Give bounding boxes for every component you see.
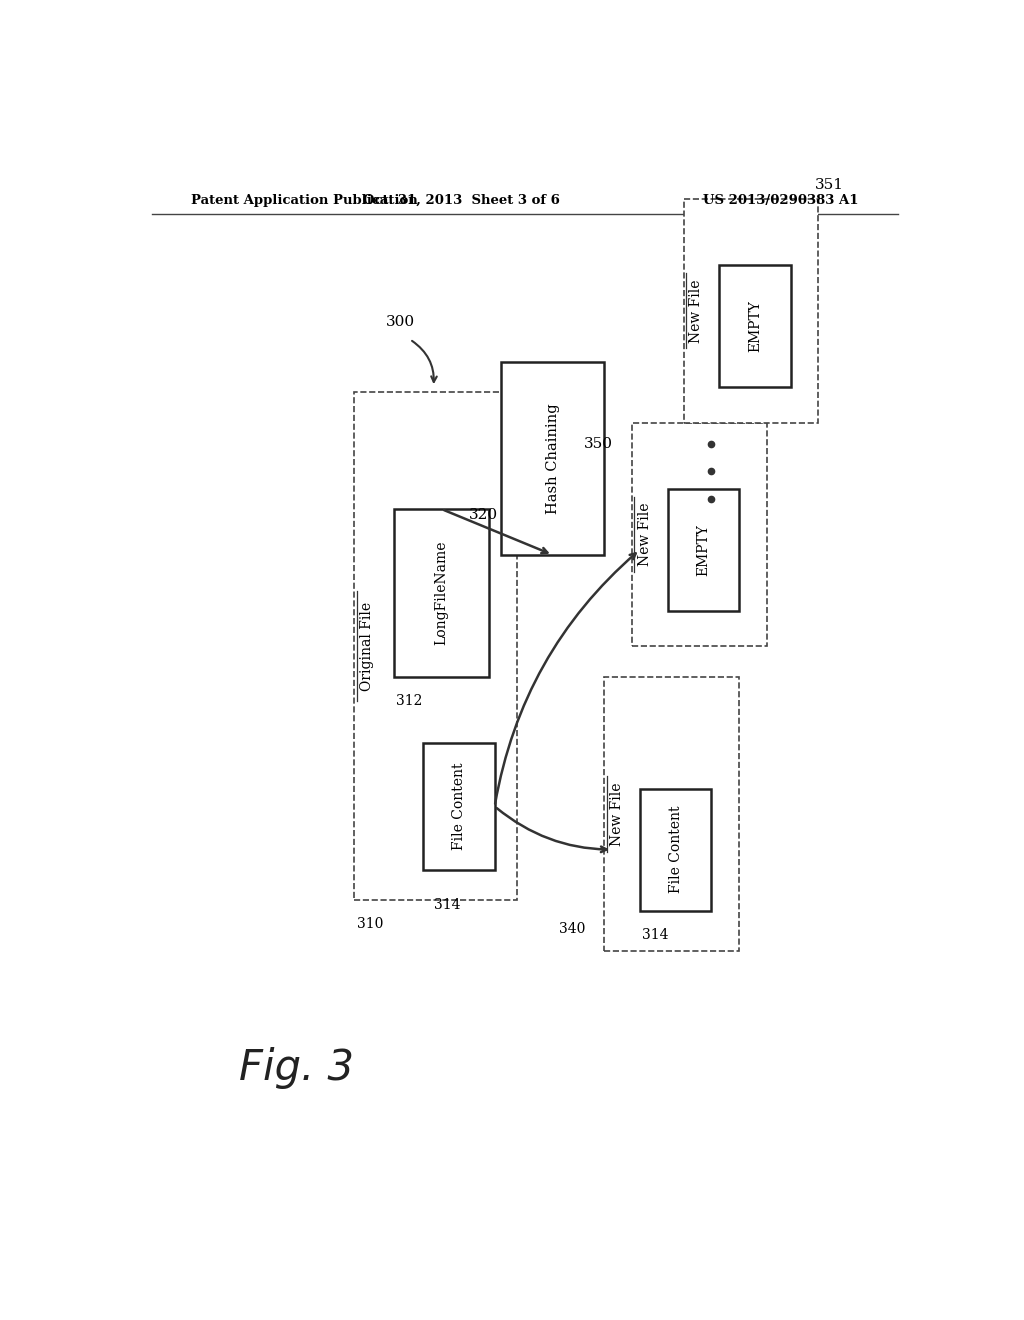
Text: File Content: File Content bbox=[452, 763, 466, 850]
Bar bbox=[423, 743, 495, 870]
Text: New File: New File bbox=[638, 503, 651, 566]
Text: EMPTY: EMPTY bbox=[696, 524, 711, 576]
Bar bbox=[604, 677, 739, 952]
Text: 314: 314 bbox=[433, 898, 460, 912]
Bar bbox=[354, 392, 517, 900]
Text: 310: 310 bbox=[357, 917, 384, 931]
Text: 351: 351 bbox=[814, 178, 844, 191]
Text: File Content: File Content bbox=[669, 805, 683, 894]
Text: Hash Chaining: Hash Chaining bbox=[546, 403, 559, 513]
Bar bbox=[640, 788, 712, 911]
Bar bbox=[668, 488, 739, 611]
Text: 300: 300 bbox=[386, 315, 415, 329]
Text: Oct. 31, 2013  Sheet 3 of 6: Oct. 31, 2013 Sheet 3 of 6 bbox=[362, 194, 560, 207]
Text: 350: 350 bbox=[585, 437, 613, 451]
Bar bbox=[684, 199, 818, 422]
Text: LongFileName: LongFileName bbox=[434, 541, 449, 645]
Text: 312: 312 bbox=[396, 694, 423, 709]
Text: Patent Application Publication: Patent Application Publication bbox=[191, 194, 418, 207]
Text: US 2013/0290383 A1: US 2013/0290383 A1 bbox=[702, 194, 858, 207]
Text: 314: 314 bbox=[642, 928, 669, 942]
Text: EMPTY: EMPTY bbox=[748, 300, 762, 352]
Text: Original File: Original File bbox=[359, 602, 374, 690]
Text: 340: 340 bbox=[559, 921, 586, 936]
Bar bbox=[501, 362, 604, 554]
Bar bbox=[632, 422, 767, 647]
Text: 320: 320 bbox=[469, 508, 499, 523]
Text: New File: New File bbox=[610, 783, 624, 846]
Bar bbox=[719, 265, 791, 387]
Text: New File: New File bbox=[689, 279, 703, 343]
Text: Fig. 3: Fig. 3 bbox=[240, 1047, 354, 1089]
Bar bbox=[394, 510, 489, 677]
